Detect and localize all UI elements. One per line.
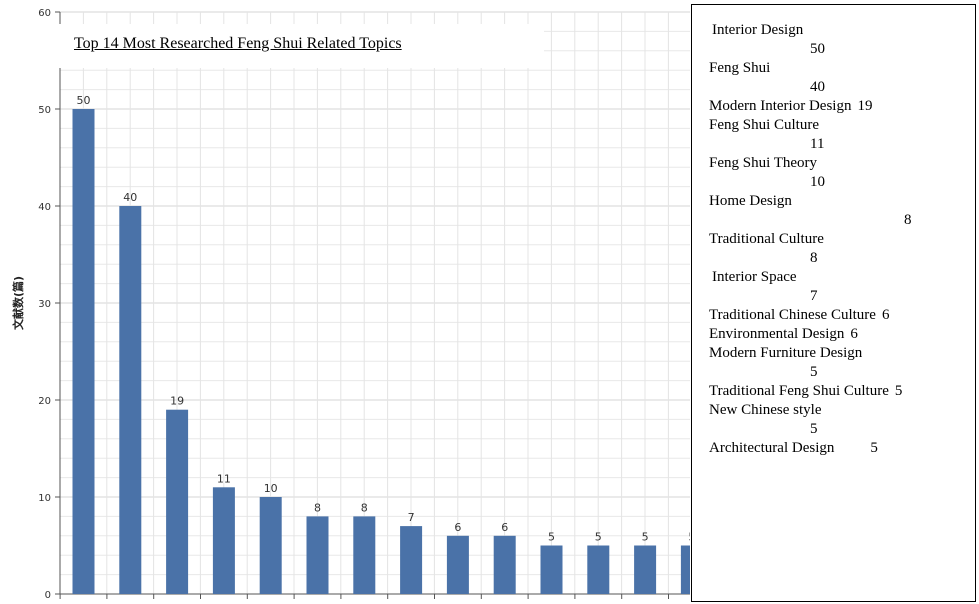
title-box: Top 14 Most Researched Feng Shui Related… — [58, 24, 544, 68]
bar — [400, 526, 423, 594]
bar — [587, 545, 610, 594]
legend-entry-name: Modern Furniture Design — [709, 345, 863, 361]
legend-entry-value: 11 — [810, 136, 825, 152]
legend-entry: Interior Space 7 — [692, 268, 975, 306]
y-axis-title: 文献数(篇) — [11, 276, 25, 330]
bar — [634, 545, 657, 594]
bar — [446, 535, 469, 594]
y-tick-label: 30 — [38, 299, 51, 310]
legend-entry-value: 7 — [810, 288, 818, 304]
y-tick-label: 20 — [38, 396, 51, 407]
bar — [212, 487, 235, 594]
bar-value-label: 6 — [501, 521, 508, 534]
bar-value-label: 8 — [314, 501, 321, 514]
legend-entry-value: 8 — [904, 212, 912, 228]
legend-entry-name: Feng Shui Theory — [709, 155, 818, 171]
legend-entry: Interior Design 50 — [692, 21, 975, 59]
bar — [119, 206, 142, 594]
legend-entry-name: Modern Interior Design — [709, 98, 852, 114]
legend-entry: Traditional Feng Shui Culture 5 — [692, 382, 975, 401]
legend-entry-value: 5 — [894, 383, 903, 399]
legend-entry-name: Interior Design — [712, 22, 804, 38]
legend-entry-value: 5 — [810, 421, 818, 437]
bar-value-label: 19 — [170, 395, 184, 408]
bar-value-label: 11 — [217, 472, 231, 485]
legend-entry: Traditional Culture 8 — [692, 230, 975, 268]
legend-entry-name: Interior Space — [712, 269, 797, 285]
bar-value-label: 40 — [123, 191, 137, 204]
legend-entry-value: 5 — [810, 364, 818, 380]
legend-entry-value: 19 — [857, 98, 873, 114]
bar-value-label: 8 — [361, 501, 368, 514]
bar — [680, 545, 690, 594]
bar-value-label: 5 — [548, 531, 555, 544]
bar — [540, 545, 563, 594]
legend-entry-value: 5 — [870, 440, 878, 456]
legend-entry-value: 40 — [810, 79, 825, 95]
bar — [166, 409, 189, 594]
bar — [259, 497, 282, 594]
bar-value-label: 7 — [408, 511, 415, 524]
bar — [72, 109, 95, 594]
bar-value-label: 5 — [595, 531, 602, 544]
y-tick-label: 10 — [38, 493, 51, 504]
bar-value-label: 5 — [642, 531, 649, 544]
legend-entry: Feng Shui Culture 11 — [692, 116, 975, 154]
y-tick-label: 40 — [38, 202, 51, 213]
legend-entry-value: 10 — [810, 174, 825, 190]
legend-entry-value: 8 — [810, 250, 818, 266]
bar-value-label: 50 — [77, 94, 91, 107]
bar — [353, 516, 376, 594]
legend-entry-name: Environmental Design — [709, 326, 845, 342]
legend-entry-value: 50 — [810, 41, 825, 57]
legend-entry-value: 6 — [850, 326, 858, 342]
legend-entry-name: Feng Shui — [709, 60, 771, 76]
y-tick-label: 50 — [38, 105, 51, 116]
bar-value-label: 5 — [688, 531, 690, 544]
legend-entry: Modern Interior Design 19 — [692, 97, 975, 116]
legend-entry: Architectural Design 5 — [692, 439, 975, 458]
legend-entry: Modern Furniture Design 5 — [692, 344, 975, 382]
legend-entry: Home Design 8 — [692, 192, 975, 230]
legend-entry: New Chinese style 5 — [692, 401, 975, 439]
legend-entry: Environmental Design 6 — [692, 325, 975, 344]
legend-entry: Feng Shui 40 — [692, 59, 975, 97]
legend-entry-name: Architectural Design — [709, 440, 835, 456]
legend-entry-name: Traditional Feng Shui Culture — [709, 383, 889, 399]
chart-title: Top 14 Most Researched Feng Shui Related… — [74, 35, 402, 52]
legend-entry: Traditional Chinese Culture 6 — [692, 306, 975, 325]
legend-panel: Interior Design 50 Feng Shui 40 Modern Inter… — [691, 4, 976, 602]
legend-entry: Feng Shui Theory 10 — [692, 154, 975, 192]
bar — [306, 516, 329, 594]
y-tick-label: 0 — [45, 590, 51, 601]
y-tick-label: 60 — [38, 8, 51, 19]
legend-entry-name: Traditional Culture — [709, 231, 824, 247]
legend-entry-name: Traditional Chinese Culture — [709, 307, 876, 323]
legend-entry-name: New Chinese style — [709, 402, 822, 418]
bar-chart: 0 10 20 30 40 50 60 文献数(篇) 50 40 19 11 10 8 8 7 6 6 5 5 5 5 — [11, 8, 690, 601]
bar-value-label: 6 — [454, 521, 461, 534]
legend-entry-value: 6 — [881, 307, 890, 323]
legend-entry-name: Home Design — [709, 193, 792, 209]
bar — [493, 535, 516, 594]
legend-entry-name: Feng Shui Culture — [709, 117, 820, 133]
bar-value-label: 10 — [264, 482, 278, 495]
